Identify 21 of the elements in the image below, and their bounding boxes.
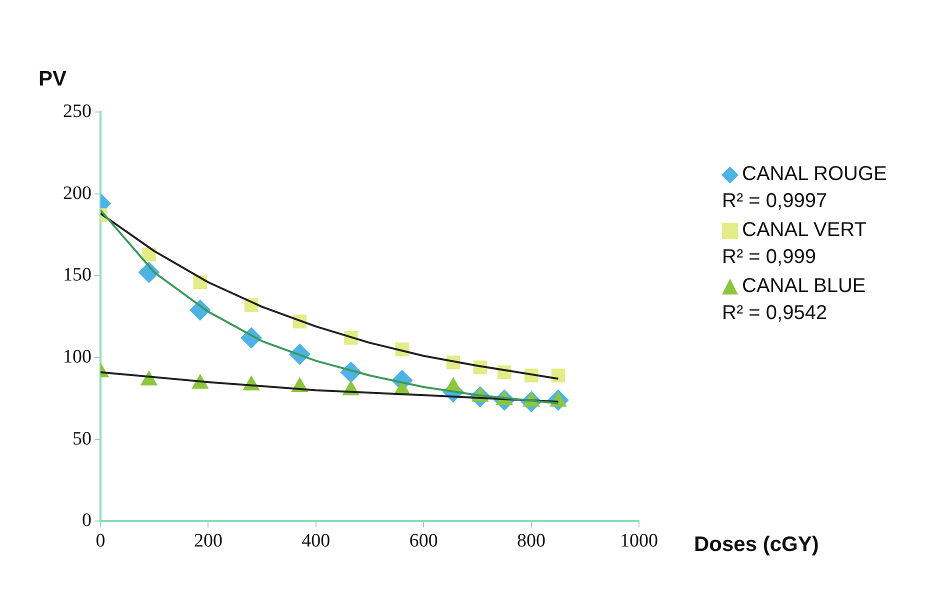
- y-tick-label: 200: [63, 182, 92, 204]
- legend-label: CANAL VERT: [742, 219, 866, 242]
- legend-label: CANAL ROUGE: [742, 163, 887, 186]
- y-tick-label: 250: [63, 100, 92, 122]
- x-tick-label: 600: [409, 530, 438, 552]
- x-tick-label: 800: [517, 530, 546, 552]
- y-axis-title: PV: [38, 67, 67, 90]
- x-tick-label: 0: [96, 530, 106, 552]
- text: R² = 0,9542: [722, 302, 828, 325]
- text: R² = 0,999: [722, 246, 817, 269]
- x-axis-title: Doses (cGY): [694, 532, 819, 556]
- y-tick-label: 100: [63, 346, 92, 368]
- legend-label: CANAL BLUE: [742, 275, 866, 298]
- y-tick-label: 0: [82, 510, 92, 532]
- point: [551, 368, 566, 382]
- y-tick-label: 50: [72, 428, 92, 450]
- x-tick-label: 400: [302, 530, 330, 552]
- x-tick-label: 1000: [620, 530, 658, 552]
- text: R² = 0,9997: [722, 190, 828, 213]
- y-tick-label: 150: [63, 264, 92, 286]
- x-tick-label: 200: [194, 530, 222, 552]
